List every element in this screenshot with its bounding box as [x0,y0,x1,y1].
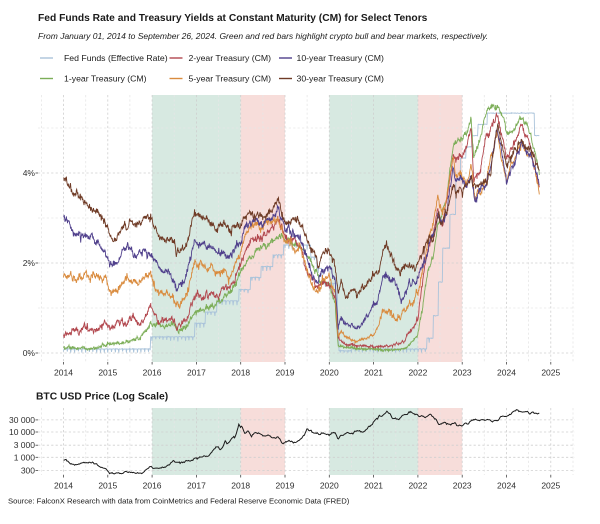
svg-text:2024: 2024 [497,368,516,378]
svg-text:4%: 4% [23,168,36,178]
svg-text:2019: 2019 [276,368,295,378]
svg-text:2018: 2018 [231,481,250,491]
svg-text:2017: 2017 [187,481,206,491]
svg-text:2%: 2% [23,258,36,268]
svg-text:2-year Treasury (CM): 2-year Treasury (CM) [189,53,272,63]
svg-text:2022: 2022 [408,481,427,491]
svg-text:10 000: 10 000 [9,427,35,437]
svg-text:2024: 2024 [497,481,516,491]
svg-text:30 000: 30 000 [9,415,35,425]
svg-text:2023: 2023 [453,481,472,491]
svg-text:2014: 2014 [54,481,73,491]
svg-text:2020: 2020 [320,481,339,491]
svg-text:2014: 2014 [54,368,73,378]
svg-text:2023: 2023 [453,368,472,378]
svg-text:2015: 2015 [98,481,117,491]
svg-text:0%: 0% [23,348,36,358]
svg-text:3 000: 3 000 [14,440,36,450]
svg-text:2018: 2018 [231,368,250,378]
svg-text:2025: 2025 [541,481,560,491]
svg-text:1-year Treasury (CM): 1-year Treasury (CM) [64,74,147,84]
svg-text:2016: 2016 [143,481,162,491]
svg-text:2017: 2017 [187,368,206,378]
svg-text:2025: 2025 [541,368,560,378]
svg-text:Fed Funds Rate and Treasury Yi: Fed Funds Rate and Treasury Yields at Co… [38,13,428,24]
svg-text:10-year Treasury (CM): 10-year Treasury (CM) [297,53,384,63]
svg-text:Fed Funds (Effective Rate): Fed Funds (Effective Rate) [64,53,168,63]
svg-text:2021: 2021 [364,481,383,491]
svg-text:2020: 2020 [320,368,339,378]
svg-text:1 000: 1 000 [14,452,36,462]
svg-text:30-year Treasury (CM): 30-year Treasury (CM) [297,74,384,84]
svg-text:2016: 2016 [143,368,162,378]
svg-text:300: 300 [21,466,35,476]
svg-text:BTC USD Price (Log Scale): BTC USD Price (Log Scale) [36,392,168,403]
svg-text:2022: 2022 [408,368,427,378]
svg-text:Source: FalconX Research with: Source: FalconX Research with data from … [8,497,350,506]
svg-text:2019: 2019 [276,481,295,491]
svg-text:5-year Treasury (CM): 5-year Treasury (CM) [189,74,272,84]
svg-text:2021: 2021 [364,368,383,378]
svg-text:From January 01, 2014 to Septe: From January 01, 2014 to September 26, 2… [38,31,488,41]
svg-text:2015: 2015 [98,368,117,378]
